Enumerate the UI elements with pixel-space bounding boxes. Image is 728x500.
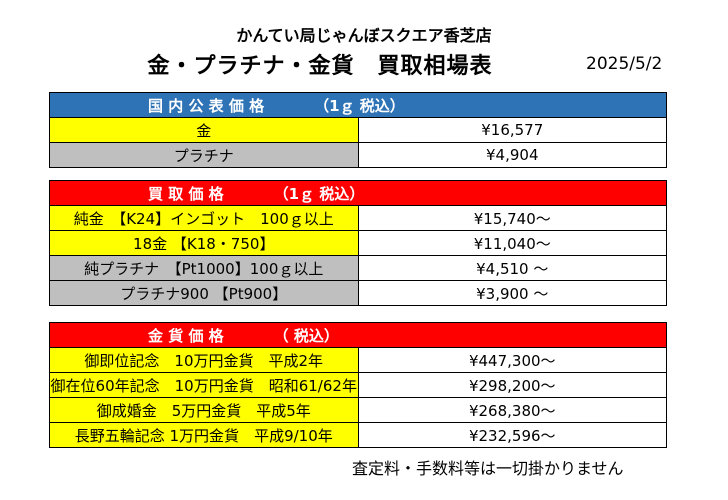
price-row: 18金 【K18・750】 ¥11,040～	[49, 230, 667, 256]
section-header-row: 金 貨 価 格 （ 税込）	[49, 322, 667, 348]
item-label: 純金 【K24】インゴット 100ｇ以上	[49, 205, 359, 231]
price-value: ¥298,200～	[357, 372, 667, 398]
section-header: 国 内 公 表 価 格 （1ｇ 税込）	[49, 92, 667, 118]
price-row: 純金 【K24】インゴット 100ｇ以上 ¥15,740～	[49, 205, 667, 231]
store-name: かんてい局じゃんぼスクエア香芝店	[236, 26, 492, 45]
item-label: プラチナ900 【Pt900】	[49, 280, 359, 306]
price-value: ¥15,740～	[357, 205, 667, 231]
buyback-price-table: 買 取 価 格 （1ｇ 税込） 純金 【K24】インゴット 100ｇ以上 ¥15,…	[49, 180, 667, 306]
section-heading: 買 取 価 格	[148, 184, 224, 203]
date-label: 2025/5/2	[586, 54, 663, 74]
metal-label: プラチナ	[49, 142, 359, 168]
price-row: プラチナ900 【Pt900】 ¥3,900 ～	[49, 280, 667, 306]
price-value: ¥447,300～	[357, 347, 667, 373]
domestic-price-table: 国 内 公 表 価 格 （1ｇ 税込） 金 ¥16,577 プラチナ ¥4,904	[49, 92, 667, 168]
price-value: ¥268,380～	[357, 397, 667, 423]
price-row: プラチナ ¥4,904	[49, 142, 667, 168]
price-row: 御即位記念 10万円金貨 平成2年 ¥447,300～	[49, 347, 667, 373]
section-header-row: 国 内 公 表 価 格 （1ｇ 税込）	[49, 92, 667, 118]
section-header: 金 貨 価 格 （ 税込）	[49, 322, 667, 348]
section-unit: （1ｇ 税込）	[314, 96, 405, 115]
price-value: ¥11,040～	[357, 230, 667, 256]
price-row: 御成婚金 5万円金貨 平成5年 ¥268,380～	[49, 397, 667, 423]
coin-label: 御即位記念 10万円金貨 平成2年	[49, 347, 359, 373]
price-row: 金 ¥16,577	[49, 117, 667, 143]
section-heading: 金 貨 価 格	[148, 326, 224, 345]
price-row: 純プラチナ 【Pt1000】100ｇ以上 ¥4,510 ～	[49, 255, 667, 281]
footer-note: 査定料・手数料等は一切掛かりません	[352, 459, 624, 478]
section-unit: （1ｇ 税込）	[273, 184, 365, 203]
price-value: ¥16,577	[357, 117, 667, 143]
price-value: ¥4,904	[357, 142, 667, 168]
coin-label: 長野五輪記念 1万円金貨 平成9/10年	[49, 422, 359, 448]
page-title: 金・プラチナ・金貨 買取相場表	[147, 54, 493, 79]
price-row: 長野五輪記念 1万円金貨 平成9/10年 ¥232,596～	[49, 422, 667, 448]
item-label: 18金 【K18・750】	[49, 230, 359, 256]
price-row: 御在位60年記念 10万円金貨 昭和61/62年 ¥298,200～	[49, 372, 667, 398]
coin-label: 御在位60年記念 10万円金貨 昭和61/62年	[49, 372, 359, 398]
section-unit: （ 税込）	[273, 326, 339, 345]
section-header: 買 取 価 格 （1ｇ 税込）	[49, 180, 667, 206]
section-heading: 国 内 公 表 価 格	[148, 96, 265, 115]
coin-label: 御成婚金 5万円金貨 平成5年	[49, 397, 359, 423]
section-header-row: 買 取 価 格 （1ｇ 税込）	[49, 180, 667, 206]
item-label: 純プラチナ 【Pt1000】100ｇ以上	[49, 255, 359, 281]
metal-label: 金	[49, 117, 359, 143]
price-value: ¥232,596～	[357, 422, 667, 448]
price-value: ¥4,510 ～	[357, 255, 667, 281]
gold-coin-price-table: 金 貨 価 格 （ 税込） 御即位記念 10万円金貨 平成2年 ¥447,300～…	[49, 322, 667, 448]
price-value: ¥3,900 ～	[357, 280, 667, 306]
